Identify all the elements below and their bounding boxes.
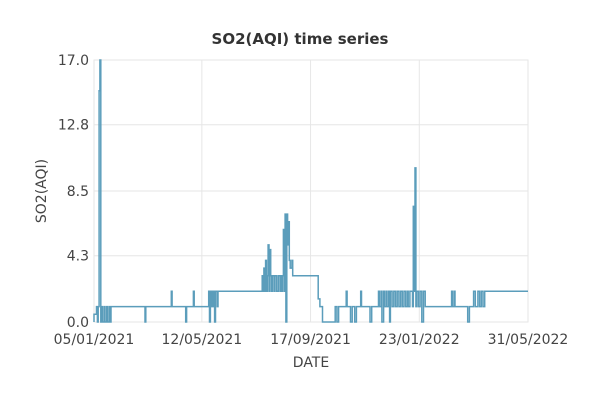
series-line [93,59,528,323]
plot-area [93,59,529,323]
y-tick-label: 12.8 [58,118,89,134]
x-tick-label: 17/09/2021 [270,332,351,348]
y-tick-label: 8.5 [67,184,89,200]
x-tick-label: 23/01/2022 [379,332,460,348]
y-axis-ticks: 0.0 4.3 8.5 12.8 17.0 [58,53,89,331]
y-tick-label: 17.0 [58,53,89,69]
y-tick-label: 0.0 [67,315,89,331]
grid-lines [93,59,529,323]
y-axis-label: SO2(AQI) [34,159,50,223]
x-axis-ticks: 05/01/2021 12/05/2021 17/09/2021 23/01/2022… [54,332,569,348]
x-tick-label: 12/05/2021 [162,332,243,348]
chart-title: SO2(AQI) time series [211,30,389,48]
y-tick-label: 4.3 [67,249,89,265]
x-axis-label: DATE [293,355,329,371]
x-tick-label: 05/01/2021 [54,332,135,348]
x-tick-label: 31/05/2022 [488,332,569,348]
